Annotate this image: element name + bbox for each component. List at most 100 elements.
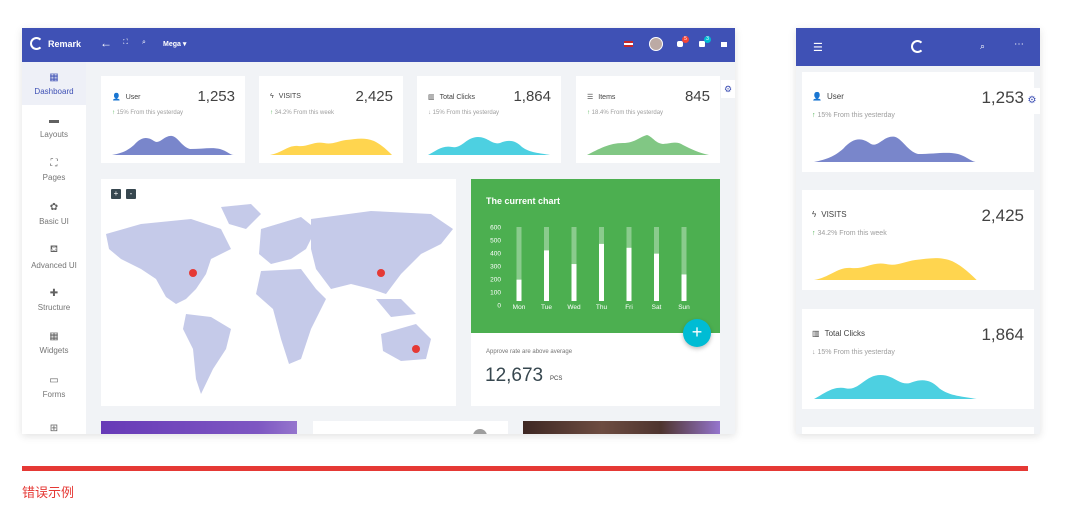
bar-wed[interactable] xyxy=(571,264,577,301)
sidebar-item-structure[interactable]: ✚ Structure xyxy=(22,278,86,321)
y-tick-label: 0 xyxy=(497,303,501,310)
stat-card-items: ☰ Items 845 ↑ 18.4% From this yesterday xyxy=(576,76,720,163)
back-arrow-icon[interactable]: ← xyxy=(100,36,112,50)
stat-change: 15% From this yesterday xyxy=(817,349,895,356)
profile-card xyxy=(313,421,508,434)
mega-menu[interactable]: Mega ▾ xyxy=(163,41,187,48)
sidebar-item-label: Widgets xyxy=(39,346,69,356)
sidebar: ▦ Dashboard ▬ Layouts ⛶ Pages ✿ Basic UI ⛾ Advanc… xyxy=(22,62,86,434)
asia xyxy=(311,211,453,294)
fullscreen-icon[interactable]: ⛶ xyxy=(123,39,128,46)
bar-sun[interactable] xyxy=(681,274,687,301)
puzzle-icon: ✚ xyxy=(49,288,59,300)
stat-change: 34.2% From this week xyxy=(817,230,887,237)
sparkline-area xyxy=(428,137,550,155)
stat-card-visits: ϟ VISITS 2,425 ↑ 34.2% From this week xyxy=(802,190,1034,290)
x-tick-label: Fri xyxy=(625,304,633,311)
sidebar-item-layouts[interactable]: ▬ Layouts xyxy=(22,105,86,148)
y-tick-label: 100 xyxy=(490,290,501,297)
hamburger-menu-icon[interactable]: ☰ xyxy=(813,42,823,54)
search-icon[interactable]: ⌕ xyxy=(142,39,146,46)
trend-up-arrow-icon: ↑ xyxy=(812,230,816,237)
map-marker-australia[interactable] xyxy=(412,345,420,353)
approve-value: 12,673 xyxy=(485,365,544,386)
sidebar-item-table[interactable]: ⊞ xyxy=(22,408,86,434)
zoom-out-button[interactable]: - xyxy=(126,189,136,199)
stat-title: Total Clicks xyxy=(439,93,476,101)
top-navbar: Remark ← ⛶ ⌕ Mega ▾ 5 3 xyxy=(22,28,735,62)
bar-sat[interactable] xyxy=(654,253,659,301)
stat-card-total-clicks: ▥ Total Clicks 1,864 ↓ 15% From this yest… xyxy=(802,309,1034,409)
palette-icon: ✿ xyxy=(49,201,59,213)
continents xyxy=(106,204,453,394)
more-icon[interactable]: ⋯ xyxy=(1014,39,1024,50)
sidebar-item-label: Forms xyxy=(42,389,66,399)
trend-up-arrow-icon: ↑ xyxy=(812,112,816,119)
add-fab-button[interactable]: + xyxy=(683,319,711,347)
sidebar-item-forms[interactable]: ▭ Forms xyxy=(22,365,86,408)
world-map-card: + - xyxy=(101,179,456,406)
stat-icon: ▥ xyxy=(812,329,820,338)
sidebar-item-label: Layouts xyxy=(39,129,69,139)
pages-icon: ⛶ xyxy=(50,158,58,170)
stat-icon: ▥ xyxy=(428,94,435,101)
paint-bucket-icon: ⛾ xyxy=(49,243,59,255)
y-tick-label: 200 xyxy=(490,277,501,284)
sparkline-area xyxy=(814,136,977,162)
stat-change: 15% From this yesterday xyxy=(432,110,500,116)
map-marker-china[interactable] xyxy=(377,269,385,277)
world-map[interactable] xyxy=(101,199,456,404)
stat-icon: ϟ xyxy=(270,93,274,100)
x-tick-label: Sun xyxy=(678,304,690,311)
stat-title: Total Clicks xyxy=(824,329,866,338)
search-icon[interactable]: ⌕ xyxy=(980,41,986,51)
bar-tue[interactable] xyxy=(544,250,549,301)
settings-gear-icon[interactable]: ⚙ xyxy=(1024,88,1040,114)
bar-mon[interactable] xyxy=(516,279,522,301)
current-chart-card: The current chart 0 100 200 300 400 500 600 Mon… xyxy=(471,179,720,406)
sidebar-item-basic-ui[interactable]: ✿ Basic UI xyxy=(22,192,86,235)
sidebar-item-dashboard[interactable]: ▦ Dashboard xyxy=(22,62,86,106)
chat-icon[interactable] xyxy=(721,42,727,47)
sidebar-item-label: Structure xyxy=(37,303,71,313)
messages-badge: 3 xyxy=(704,36,711,43)
stat-change: 18.4% From this yesterday xyxy=(591,110,664,116)
flag-icon[interactable] xyxy=(624,41,633,47)
sidebar-item-pages[interactable]: ⛶ Pages xyxy=(22,149,86,192)
sidebar-item-label: Pages xyxy=(42,173,66,183)
bell-icon[interactable] xyxy=(677,41,683,47)
stat-value: 1,253 xyxy=(981,88,1024,107)
widgets-icon: ▦ xyxy=(49,331,59,343)
x-tick-label: Thu xyxy=(596,304,608,311)
zoom-in-button[interactable]: + xyxy=(111,189,121,199)
southeast-asia xyxy=(376,299,416,317)
greenland xyxy=(221,204,261,229)
notifications-badge: 5 xyxy=(682,36,689,43)
stat-icon: 👤 xyxy=(812,92,822,101)
caption: 错误示例 xyxy=(22,485,75,500)
sidebar-item-widgets[interactable]: ▦ Widgets xyxy=(22,322,86,365)
photo-card xyxy=(523,421,720,434)
mega-menu-label: Mega xyxy=(163,41,181,48)
mail-icon[interactable] xyxy=(699,41,705,47)
stat-title: Items xyxy=(598,93,616,101)
brand-name: Remark xyxy=(48,39,82,49)
x-tick-label: Mon xyxy=(513,304,526,311)
avatar[interactable] xyxy=(649,37,663,51)
desktop-preview: Remark ← ⛶ ⌕ Mega ▾ 5 3 ▦ Dashboard ▬ Layou… xyxy=(22,28,735,434)
purple-banner-card xyxy=(101,421,297,434)
bar-fri[interactable] xyxy=(626,247,632,301)
stat-change: 34.2% From this week xyxy=(274,110,335,116)
map-marker-usa[interactable] xyxy=(189,269,197,277)
stat-card-total-clicks: ▥ Total Clicks 1,864 ↓ 15% From this yest… xyxy=(417,76,561,163)
settings-gear-icon[interactable]: ⚙ xyxy=(721,80,735,98)
trend-up-arrow-icon: ↑ xyxy=(112,110,115,116)
bar-thu[interactable] xyxy=(599,243,604,301)
sidebar-item-advanced-ui[interactable]: ⛾ Advanced UI xyxy=(22,235,86,278)
x-tick-label: Tue xyxy=(541,304,552,311)
forms-icon: ▭ xyxy=(49,374,59,386)
stat-value: 2,425 xyxy=(981,206,1024,225)
stat-icon: 👤 xyxy=(112,94,121,101)
south-america xyxy=(183,314,231,394)
stat-value: 845 xyxy=(684,88,710,105)
